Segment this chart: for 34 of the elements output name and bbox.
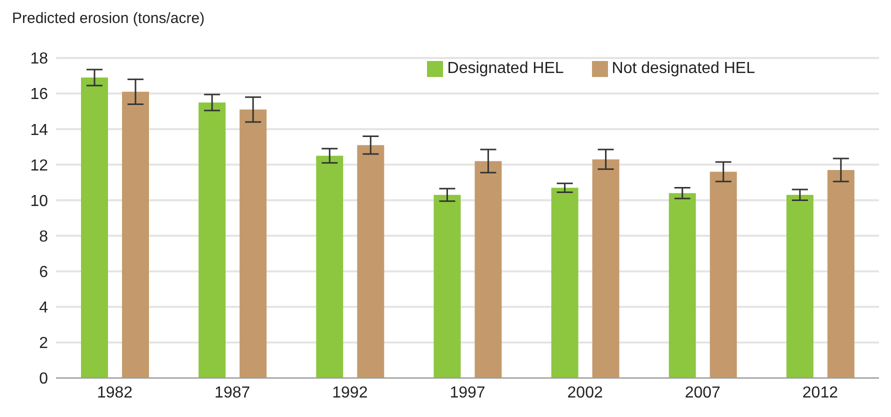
y-tick-label: 10: [30, 192, 48, 210]
x-tick-label: 1997: [450, 384, 486, 402]
x-tick-label: 2012: [802, 384, 838, 402]
y-tick-label: 16: [30, 86, 48, 104]
y-tick-label: 6: [39, 264, 48, 282]
y-tick-label: 0: [39, 370, 48, 388]
bar: [551, 188, 578, 378]
bar: [592, 159, 620, 378]
bar: [122, 92, 149, 378]
y-tick-label: 14: [30, 122, 48, 139]
bar: [240, 110, 267, 378]
bar: [474, 161, 502, 378]
legend-label: Not designated HEL: [612, 60, 755, 77]
x-tick-label: 1992: [332, 384, 368, 402]
bar: [827, 170, 854, 378]
y-tick-label: 12: [30, 157, 48, 174]
bar: [786, 194, 814, 378]
y-tick-label: 2: [39, 335, 48, 352]
bar: [710, 172, 737, 378]
bar: [668, 193, 696, 378]
bar: [198, 102, 226, 378]
x-tick-label: 2007: [684, 384, 721, 402]
x-tick-label: 1987: [214, 384, 250, 402]
y-axis-title: Predicted erosion (tons/acre): [12, 10, 205, 27]
x-tick-label: 2002: [567, 384, 603, 402]
y-tick-label: 8: [39, 228, 48, 246]
x-tick-label: 1982: [96, 384, 133, 402]
y-tick-label: 18: [30, 50, 48, 68]
bar: [357, 145, 384, 378]
bar: [81, 78, 108, 378]
bar: [316, 156, 344, 378]
bar: [434, 194, 461, 378]
y-tick-label: 4: [39, 300, 48, 317]
legend-label: Designated HEL: [447, 60, 564, 77]
